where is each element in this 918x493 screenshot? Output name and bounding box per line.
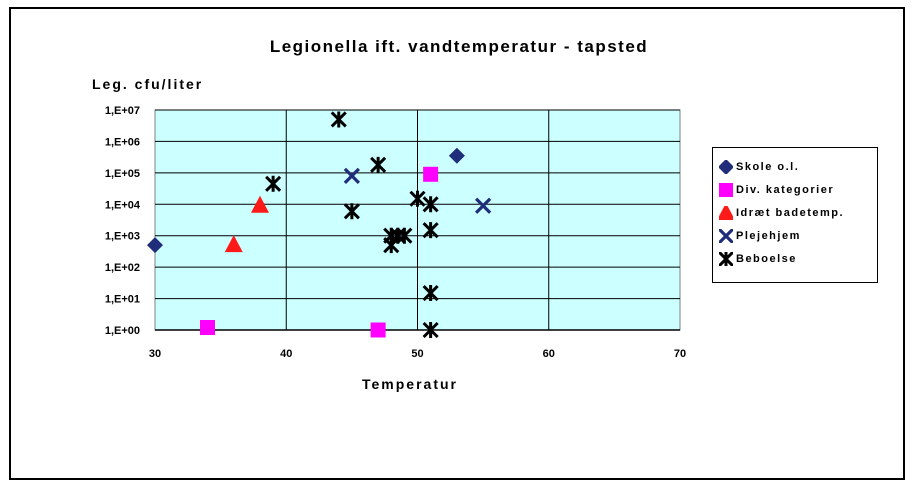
y-tick-label: 1,E+02 [105,262,140,274]
point-beboelse [422,196,439,213]
point-beboelse [343,203,360,220]
x-marker-icon [719,229,733,243]
legend-label: Skole o.l. [736,161,800,173]
diamond-marker-icon [719,160,733,174]
legend-item: Idræt badetemp. [719,204,844,222]
point-idr-t-badetemp [224,235,243,253]
point-beboelse [422,222,439,239]
legend-item: Div. kategorier [719,181,834,199]
point-beboelse [265,175,282,192]
legend-marker [719,229,733,243]
point-div-kategorier [200,320,215,336]
point-beboelse [370,156,387,173]
y-tick-label: 1,E+00 [105,325,140,337]
point-beboelse [422,284,439,302]
point-beboelse [409,190,426,207]
point-skole-o-l [448,147,465,164]
y-tick-label: 1,E+07 [105,105,140,117]
point-beboelse [396,227,413,244]
y-tick-label: 1,E+03 [105,231,140,243]
legend-label: Div. kategorier [736,184,835,196]
legend-item: Plejehjem [719,227,801,245]
legend-label: Idræt badetemp. [736,207,845,219]
x-tick-label: 30 [149,348,161,360]
legend-item: Skole o.l. [719,158,799,176]
legend-label: Plejehjem [736,230,801,242]
point-plejehjem [474,197,492,214]
point-idr-t-badetemp [251,195,269,213]
chart-title: Legionella ift. vandtemperatur - tapsted [269,37,649,56]
point-div-kategorier [423,166,439,182]
axis-ticks: 1,E+00 1,E+01 1,E+02 1,E+03 1,E+04 1,E+05 1,E+… [105,105,686,360]
square-marker-icon [719,183,733,197]
point-beboelse [330,111,347,128]
x-tick-label: 50 [411,348,423,360]
data-points [147,111,492,339]
point-skole-o-l [147,237,163,254]
triangle-marker-icon [719,206,733,220]
legend-label: Beboelse [736,253,797,265]
x-tick-label: 40 [280,348,292,360]
x-axis-label: Temperatur [362,376,458,392]
y-tick-label: 1,E+06 [105,136,140,148]
legend-item: Beboelse [719,250,797,268]
legend: Skole o.l. Div. kategorier Idræt badetemp.… [712,147,878,283]
legend-marker [719,183,733,197]
legend-marker [719,252,733,266]
y-tick-label: 1,E+04 [105,199,141,211]
x-tick-label: 70 [674,348,686,360]
point-beboelse [422,321,439,339]
star-marker-icon [719,252,733,266]
point-div-kategorier [370,322,386,338]
x-tick-label: 60 [543,348,555,360]
y-axis-label: Leg. cfu/liter [92,76,204,92]
legend-marker [719,206,733,220]
y-tick-label: 1,E+01 [105,294,140,306]
point-plejehjem [343,167,361,185]
legend-marker [719,160,733,174]
y-tick-label: 1,E+05 [105,168,140,180]
